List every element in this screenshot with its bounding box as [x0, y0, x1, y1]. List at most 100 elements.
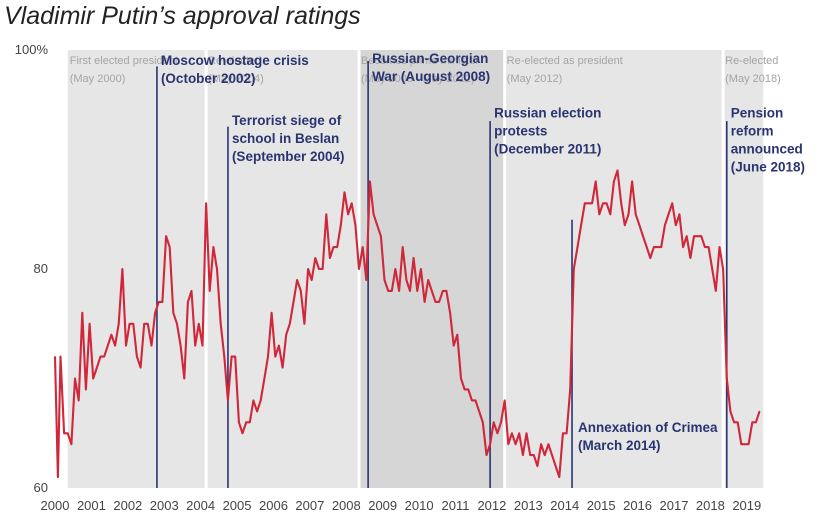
data-point [292, 301, 295, 303]
data-point [96, 366, 98, 369]
data-point [686, 235, 688, 237]
event-label-line: Terrorist siege of [232, 113, 342, 128]
data-point [194, 345, 196, 347]
data-point [190, 290, 193, 292]
data-point [92, 377, 94, 380]
data-point [227, 399, 229, 401]
data-point [271, 312, 273, 314]
data-point [176, 323, 178, 325]
data-point [343, 191, 346, 193]
data-point [296, 279, 298, 281]
data-point [471, 399, 473, 401]
data-point [423, 301, 426, 303]
data-point [347, 213, 349, 215]
data-point [540, 443, 542, 445]
data-point [464, 388, 466, 391]
period-band [206, 50, 360, 488]
data-point [642, 235, 644, 237]
data-point [613, 180, 615, 182]
data-point [715, 290, 717, 292]
event-label-line: War (August 2008) [372, 69, 490, 84]
data-point [445, 290, 448, 292]
data-point [59, 356, 62, 358]
data-point [161, 301, 164, 303]
data-point [212, 246, 214, 248]
data-point [500, 421, 502, 423]
period-band [67, 50, 207, 488]
data-point [678, 213, 681, 215]
data-point [165, 235, 167, 237]
data-point [496, 432, 498, 434]
period-sublabel: (May 2018) [725, 73, 781, 85]
data-point [551, 454, 553, 456]
y-tick-label: 100% [15, 42, 49, 57]
data-point [54, 356, 56, 358]
event-label: Annexation of Crimea (March 2014) [578, 420, 718, 453]
data-point [416, 290, 418, 292]
data-point [307, 268, 309, 270]
data-point [209, 290, 211, 292]
data-point [547, 443, 549, 445]
data-point [587, 202, 590, 204]
data-point [656, 246, 659, 248]
data-point [733, 421, 735, 423]
period-label: Re-elected [208, 55, 261, 67]
data-point [584, 202, 586, 204]
data-point [230, 356, 233, 358]
data-point [507, 443, 509, 445]
x-tick-label: 2011 [442, 498, 470, 513]
data-point [263, 377, 265, 380]
event-label-line: Annexation of Crimea [578, 420, 718, 435]
data-point [256, 410, 258, 412]
data-point [234, 356, 236, 358]
data-point [358, 268, 360, 270]
data-point [565, 432, 568, 434]
period-band [723, 50, 764, 488]
data-point [700, 235, 702, 237]
event-label: Terrorist siege of school in Beslan (Septe… [232, 113, 345, 164]
x-tick-label: 2014 [550, 498, 579, 513]
data-point [110, 334, 113, 336]
data-point [580, 224, 582, 226]
data-point [332, 246, 335, 248]
data-point [726, 377, 728, 380]
data-point [646, 246, 648, 248]
data-point [482, 421, 484, 423]
data-point [478, 410, 480, 412]
data-point [751, 421, 753, 423]
data-point [158, 301, 160, 303]
event-label-line: Russian-Georgian [372, 51, 488, 66]
data-point [529, 454, 531, 456]
data-point [125, 345, 127, 347]
event-label-line: protests [494, 124, 547, 139]
data-point [598, 213, 600, 215]
data-point [576, 246, 579, 248]
data-point [591, 202, 593, 204]
data-point [514, 443, 517, 445]
data-point [78, 399, 80, 401]
data-point [147, 323, 149, 325]
data-point [620, 202, 622, 204]
data-point [107, 345, 109, 347]
data-point [260, 399, 262, 401]
data-point [653, 246, 655, 248]
data-point [365, 279, 367, 281]
y-tick-label: 60 [34, 480, 48, 495]
data-point [325, 213, 327, 215]
x-tick-label: 2007 [295, 498, 324, 513]
data-point [606, 202, 608, 204]
event-label: Russian-Georgian War (August 2008) [372, 51, 490, 84]
x-tick-label: 2005 [223, 498, 252, 513]
data-point [453, 345, 455, 347]
data-point [99, 356, 102, 358]
data-point [573, 268, 575, 270]
data-point [689, 257, 691, 259]
data-point [281, 366, 284, 369]
data-point [744, 443, 746, 445]
x-tick-label: 2008 [332, 498, 361, 513]
data-point [74, 377, 76, 380]
event-label-line: (June 2018) [731, 160, 805, 175]
data-point [434, 301, 437, 303]
data-point [362, 246, 364, 248]
period-label: Re-elected as president [507, 55, 623, 67]
